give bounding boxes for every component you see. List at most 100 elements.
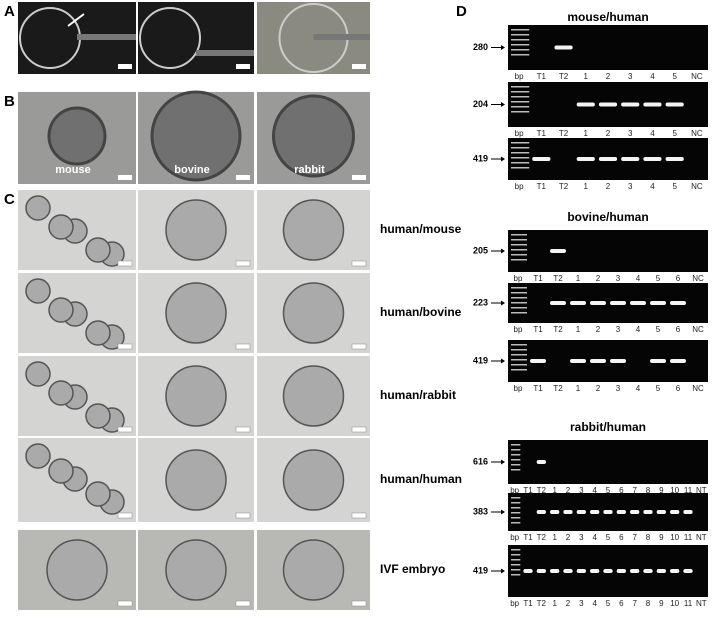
band xyxy=(570,301,586,305)
band xyxy=(550,249,566,253)
band xyxy=(643,102,662,107)
scale-bar xyxy=(118,64,132,69)
lane-label: 1 xyxy=(552,486,557,495)
band-size: 419 xyxy=(473,153,488,163)
band xyxy=(550,301,566,305)
lane-label: NC xyxy=(692,274,704,283)
size-arrowhead xyxy=(501,459,505,465)
lane-label: 4 xyxy=(592,486,597,495)
lane-label: 2 xyxy=(606,182,611,191)
ladder-band xyxy=(511,29,530,31)
band xyxy=(590,301,606,305)
band xyxy=(630,510,640,514)
lane-label: 1 xyxy=(584,129,589,138)
lane-label: 4 xyxy=(636,384,641,393)
ladder-band xyxy=(511,464,521,466)
band xyxy=(536,569,546,573)
embryo xyxy=(85,481,111,507)
lane-label: 6 xyxy=(619,533,624,542)
ladder-band xyxy=(511,111,530,113)
lane-label: 5 xyxy=(656,274,661,283)
pipette xyxy=(313,34,370,40)
scale-bar xyxy=(235,426,251,433)
pipette xyxy=(77,34,136,40)
embryo xyxy=(165,539,227,601)
band xyxy=(570,359,586,363)
lane-label: 1 xyxy=(576,274,581,283)
lane-label: 3 xyxy=(628,129,633,138)
lane-label: 3 xyxy=(616,274,621,283)
lane-label: 3 xyxy=(628,72,633,81)
ladder-band xyxy=(511,157,530,159)
scale-bar xyxy=(235,512,251,519)
scale-bar xyxy=(118,175,132,180)
lane-label: 9 xyxy=(659,599,664,608)
lane-label: 1 xyxy=(576,384,581,393)
size-arrowhead xyxy=(501,248,505,254)
embryo xyxy=(46,539,108,601)
band xyxy=(670,301,686,305)
band xyxy=(576,510,586,514)
band xyxy=(590,359,606,363)
band xyxy=(536,510,546,514)
band xyxy=(683,510,693,514)
band xyxy=(590,569,600,573)
lane-label: 5 xyxy=(606,533,611,542)
lane-label: 2 xyxy=(566,533,571,542)
lane-label: NC xyxy=(692,384,704,393)
scale-bar xyxy=(351,426,367,433)
ladder-band xyxy=(511,34,530,36)
embryo xyxy=(25,195,51,221)
ladder-band xyxy=(511,349,527,351)
band xyxy=(650,301,666,305)
band xyxy=(643,510,653,514)
ladder-band xyxy=(511,142,530,144)
lane-label: T2 xyxy=(553,384,563,393)
lane-label: bp xyxy=(514,384,523,393)
lane-label: bp xyxy=(515,182,524,191)
lane-label: T1 xyxy=(537,72,547,81)
band xyxy=(610,301,626,305)
embryo xyxy=(25,361,51,387)
embryo xyxy=(48,297,74,323)
lane-label: 2 xyxy=(596,325,601,334)
lane-label: 3 xyxy=(616,384,621,393)
ladder-band xyxy=(511,297,527,299)
lane-label: 6 xyxy=(676,384,681,393)
lane-label: 2 xyxy=(606,72,611,81)
band-size: 280 xyxy=(473,42,488,52)
oocyte xyxy=(150,90,242,182)
lane-label: 10 xyxy=(670,486,679,495)
scale-bar xyxy=(117,512,133,519)
lane-label: 4 xyxy=(636,325,641,334)
band xyxy=(683,569,693,573)
band xyxy=(665,102,684,107)
embryo xyxy=(85,237,111,263)
scale-bar xyxy=(117,600,133,607)
lane-label: 3 xyxy=(616,325,621,334)
lane-label: 10 xyxy=(670,599,679,608)
band xyxy=(536,460,546,464)
band xyxy=(630,569,640,573)
species-label: bovine xyxy=(174,164,209,176)
lane-label: T1 xyxy=(537,129,547,138)
lane-label: 5 xyxy=(606,486,611,495)
lane-label: 11 xyxy=(684,599,693,608)
ladder-band xyxy=(511,312,527,314)
lane-label: T1 xyxy=(523,486,533,495)
lane-label: bp xyxy=(515,129,524,138)
ladder-band xyxy=(511,49,530,51)
ladder-band xyxy=(511,559,521,561)
row-label: human/rabbit xyxy=(380,388,456,402)
gel xyxy=(508,230,708,272)
band xyxy=(563,569,573,573)
lane-label: bp xyxy=(510,533,519,542)
ladder-band xyxy=(511,259,527,261)
embryo xyxy=(165,365,227,427)
ladder-band xyxy=(511,549,521,551)
band xyxy=(563,510,573,514)
band xyxy=(550,569,560,573)
band xyxy=(530,359,546,363)
lane-label: 9 xyxy=(659,533,664,542)
embryo xyxy=(282,282,345,344)
